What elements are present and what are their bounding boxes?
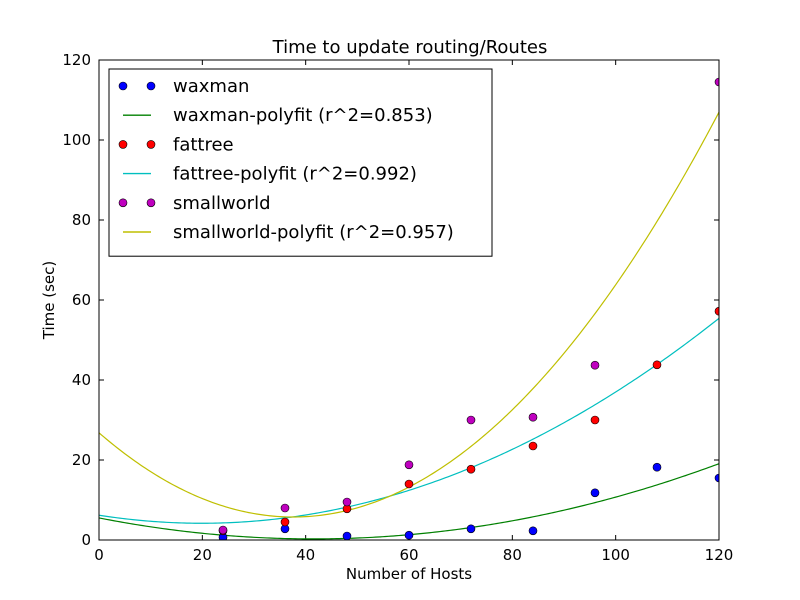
x-tick-label: 120 bbox=[705, 546, 734, 564]
series-point-4 bbox=[714, 77, 719, 87]
series-point-4 bbox=[218, 525, 228, 535]
series-point-4 bbox=[280, 503, 290, 513]
x-axis-label: Number of Hosts bbox=[346, 565, 472, 583]
series-point-4 bbox=[466, 415, 476, 425]
y-axis: 0 20 40 60 80 100 120 bbox=[62, 51, 719, 549]
series-point-4 bbox=[342, 497, 352, 507]
legend-marker-2 bbox=[118, 140, 128, 149]
x-axis: 0 20 40 60 80 100 120 bbox=[94, 60, 733, 564]
x-tick-label: 40 bbox=[296, 546, 315, 564]
x-tick-label: 80 bbox=[503, 546, 522, 564]
series-point-0 bbox=[404, 530, 414, 540]
series-point-4 bbox=[528, 412, 538, 422]
legend-marker-4 bbox=[118, 198, 128, 208]
plot-frame bbox=[98, 59, 720, 541]
x-tick-label: 20 bbox=[193, 546, 212, 564]
y-tick-label: 120 bbox=[62, 51, 91, 69]
chart-title: Time to update routing/Routes bbox=[272, 37, 548, 58]
y-tick-label: 60 bbox=[72, 291, 91, 309]
legend-box bbox=[108, 68, 493, 257]
series-point-0 bbox=[342, 531, 352, 540]
y-tick-label: 0 bbox=[81, 531, 91, 549]
series-point-0 bbox=[652, 462, 662, 472]
series-line-3 bbox=[99, 317, 719, 524]
series-point-0 bbox=[590, 488, 600, 498]
legend-label-3: fattree-polyfit (r^2=0.992) bbox=[173, 164, 417, 185]
y-tick-label: 20 bbox=[72, 451, 91, 469]
legend-label-4: smallworld bbox=[173, 193, 271, 214]
series-point-2 bbox=[404, 479, 414, 489]
series-point-0 bbox=[466, 524, 476, 534]
series-point-4 bbox=[404, 460, 414, 470]
series-point-0 bbox=[714, 473, 719, 483]
legend: waxman waxman-polyfit (r^2=0.853) fattree f… bbox=[108, 68, 493, 257]
x-tick-label: 100 bbox=[601, 546, 630, 564]
legend-marker-4 bbox=[146, 198, 156, 208]
legend-marker-0 bbox=[118, 81, 128, 91]
data-points bbox=[218, 77, 719, 540]
series-point-2 bbox=[466, 464, 476, 474]
legend-label-0: waxman bbox=[173, 76, 249, 97]
y-tick-label: 100 bbox=[62, 131, 91, 149]
series-point-0 bbox=[528, 526, 538, 536]
series-point-2 bbox=[280, 517, 290, 527]
series-point-2 bbox=[590, 415, 600, 425]
x-tick-label: 60 bbox=[399, 546, 418, 564]
legend-label-2: fattree bbox=[173, 134, 234, 155]
legend-marker-0 bbox=[146, 81, 156, 91]
x-tick-label: 0 bbox=[94, 546, 104, 564]
legend-label-1: waxman-polyfit (r^2=0.853) bbox=[173, 105, 433, 126]
legend-label-5: smallworld-polyfit (r^2=0.957) bbox=[173, 222, 454, 243]
y-axis-label: Time (sec) bbox=[40, 261, 58, 340]
series-point-2 bbox=[652, 360, 662, 370]
y-tick-label: 80 bbox=[72, 211, 91, 229]
legend-marker-2 bbox=[146, 140, 156, 149]
series-point-2 bbox=[528, 441, 538, 451]
y-tick-label: 40 bbox=[72, 371, 91, 389]
series-point-4 bbox=[590, 360, 600, 370]
series-point-2 bbox=[714, 306, 719, 316]
